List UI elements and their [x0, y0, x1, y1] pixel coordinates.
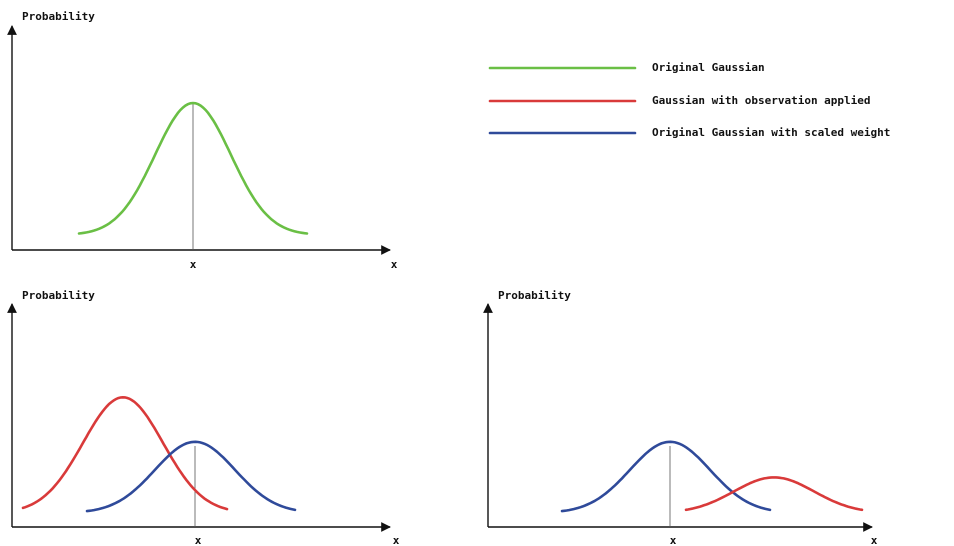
curve-scaled-weight [560, 440, 772, 513]
legend: Original Gaussian Gaussian with observat… [488, 61, 890, 139]
y-axis-label: Probability [22, 10, 95, 23]
curve-observation-applied [684, 476, 864, 512]
x-axis-label: x [393, 534, 400, 546]
legend-label-observation: Gaussian with observation applied [652, 94, 871, 107]
panel-bottom-right: Probability x x [483, 289, 878, 546]
panel-bottom-left: Probability x x [7, 289, 400, 546]
curve-scaled-weight [85, 440, 297, 513]
panel-top-left: Probability x x [7, 10, 398, 271]
mean-tick-label: x [670, 534, 677, 546]
mean-tick-label: x [190, 258, 197, 271]
x-axis-label: x [391, 258, 398, 271]
legend-label-scaled: Original Gaussian with scaled weight [652, 126, 890, 139]
legend-label-original: Original Gaussian [652, 61, 765, 74]
mean-tick-label: x [195, 534, 202, 546]
curve-original-gaussian [77, 101, 309, 235]
y-axis-label: Probability [498, 289, 571, 302]
curve-observation-applied [21, 395, 229, 511]
x-axis-label: x [871, 534, 878, 546]
y-axis-label: Probability [22, 289, 95, 302]
